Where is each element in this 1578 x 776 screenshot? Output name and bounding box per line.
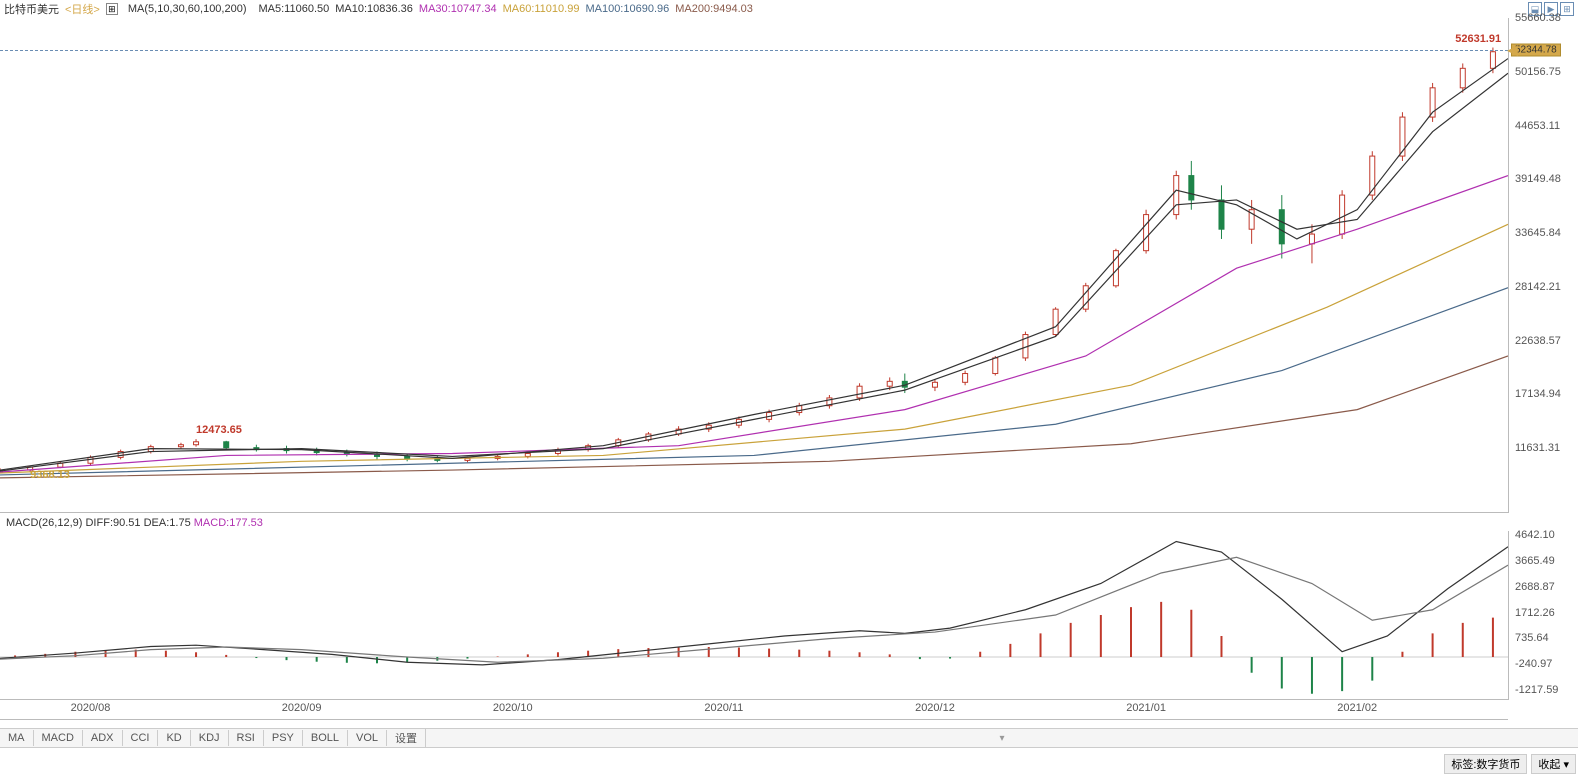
price-y-axis: 55660.3850156.7544653.1139149.4833645.84… <box>1508 18 1578 513</box>
indicator-btn-rsi[interactable]: RSI <box>229 730 264 746</box>
indicator-btn-ma[interactable]: MA <box>0 730 34 746</box>
macd-diff: DIFF:90.51 <box>85 517 140 529</box>
ma-value-ma200: MA200:9494.03 <box>675 3 753 15</box>
footer-bar: 标签:数字货币 收起 ▾ <box>1444 754 1576 774</box>
ma-indicator-label: MA(5,10,30,60,100,200) <box>128 3 247 15</box>
indicator-btn-psy[interactable]: PSY <box>264 730 303 746</box>
y-tick: 22638.57 <box>1515 335 1561 347</box>
local-high-label: 12473.65 <box>196 424 242 436</box>
y-tick: 39149.48 <box>1515 173 1561 185</box>
indicator-btn-macd[interactable]: MACD <box>34 730 83 746</box>
ma-value-ma30: MA30:10747.34 <box>419 3 497 15</box>
x-tick: 2020/11 <box>704 702 743 714</box>
y-tick: 33645.84 <box>1515 227 1561 239</box>
chart-header: 比特币美元 <日线> ⊞ MA(5,10,30,60,100,200) MA5:… <box>4 2 1574 16</box>
tool-icon-3[interactable]: ⊞ <box>1560 2 1574 16</box>
x-tick: 2021/01 <box>1126 702 1166 714</box>
macd-y-tick: 735.64 <box>1515 632 1549 644</box>
macd-chart-area[interactable] <box>0 531 1508 700</box>
current-price-line <box>0 50 1508 51</box>
indicator-btn-kdj[interactable]: KDJ <box>191 730 229 746</box>
instrument-title: 比特币美元 <box>4 1 59 17</box>
x-tick: 2020/09 <box>282 702 322 714</box>
y-tick: 50156.75 <box>1515 66 1561 78</box>
macd-label: MACD(26,12,9) <box>6 517 82 529</box>
ma-values: MA5:11060.50 MA10:10836.36 MA30:10747.34 MA… <box>253 3 753 15</box>
indicator-toolbar: MAMACDADXCCIKDKDJRSIPSYBOLLVOL设置 ▾ <box>0 728 1578 748</box>
price-chart-panel: 52631.91 12473.65 9368.13 55660.3850156.… <box>0 18 1578 513</box>
macd-val: MACD:177.53 <box>194 517 263 529</box>
macd-y-tick: -1217.59 <box>1515 684 1558 696</box>
indicator-btn-kd[interactable]: KD <box>158 730 190 746</box>
price-arrow-icon: ◀ <box>1507 42 1518 59</box>
indicator-btn-adx[interactable]: ADX <box>83 730 123 746</box>
macd-y-tick: 3665.49 <box>1515 555 1555 567</box>
x-tick: 2020/10 <box>493 702 533 714</box>
collapse-button[interactable]: 收起 ▾ <box>1531 754 1576 774</box>
macd-y-tick: -240.97 <box>1515 658 1552 670</box>
y-tick: 44653.11 <box>1515 120 1560 132</box>
indicator-btn-设置[interactable]: 设置 <box>387 728 426 748</box>
x-tick: 2021/02 <box>1337 702 1377 714</box>
macd-header: MACD(26,12,9) DIFF:90.51 DEA:1.75 MACD:1… <box>6 517 263 529</box>
y-tick: 11631.31 <box>1515 442 1560 454</box>
period-label: <日线> <box>65 1 100 17</box>
macd-y-tick: 2688.87 <box>1515 581 1555 593</box>
y-tick: 28142.21 <box>1515 281 1561 293</box>
low-label: 9368.13 <box>30 469 70 481</box>
price-chart-area[interactable]: 52631.91 12473.65 9368.13 <box>0 18 1508 513</box>
indicator-btn-cci[interactable]: CCI <box>123 730 159 746</box>
current-price-marker: 52344.78 <box>1511 44 1561 57</box>
ma-value-ma100: MA100:10690.96 <box>585 3 669 15</box>
macd-y-tick: 1712.26 <box>1515 607 1555 619</box>
indicator-btn-boll[interactable]: BOLL <box>303 730 348 746</box>
expand-handle-icon[interactable]: ▾ <box>1000 733 1005 744</box>
time-x-axis: 2020/08 2020/09 2020/10 2020/11 2020/12 2021/… <box>0 700 1508 720</box>
macd-y-tick: 4642.10 <box>1515 529 1555 541</box>
x-tick: 2020/12 <box>915 702 955 714</box>
x-tick: 2020/08 <box>71 702 111 714</box>
ma-value-ma10: MA10:10836.36 <box>335 3 413 15</box>
macd-dea: DEA:1.75 <box>144 517 191 529</box>
ma-value-ma60: MA60:11010.99 <box>503 3 580 15</box>
indicator-btn-vol[interactable]: VOL <box>348 730 387 746</box>
y-tick: 17134.94 <box>1515 388 1561 400</box>
macd-y-axis: 4642.10 3665.49 2688.87 1712.26 735.64 -240.9… <box>1508 531 1578 700</box>
settings-box-icon[interactable]: ⊞ <box>106 3 118 15</box>
y-tick: 55660.38 <box>1515 12 1561 24</box>
macd-panel: MACD(26,12,9) DIFF:90.51 DEA:1.75 MACD:1… <box>0 515 1578 700</box>
ma-value-ma5: MA5:11060.50 <box>259 3 330 15</box>
tag-label: 标签:数字货币 <box>1444 754 1527 774</box>
recent-high-label: 52631.91 <box>1455 33 1501 45</box>
